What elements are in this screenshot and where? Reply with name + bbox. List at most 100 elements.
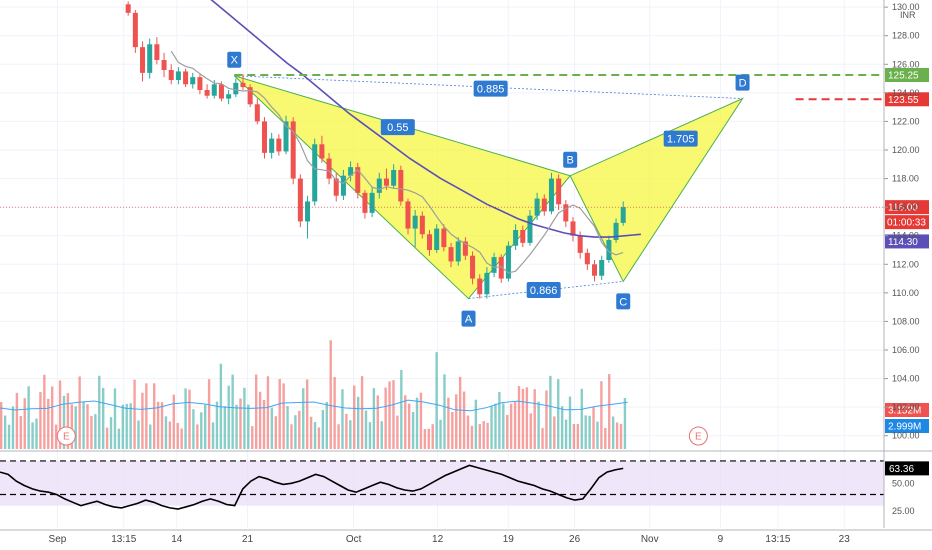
candle-body <box>333 178 339 196</box>
price-tick-label: 100.00 <box>892 431 920 441</box>
candle-body <box>204 90 210 96</box>
x-tick-label: Nov <box>641 534 659 545</box>
volume-bar <box>619 423 623 449</box>
volume-bar <box>368 422 372 449</box>
ma-short-line <box>170 50 624 274</box>
volume-bar <box>164 416 168 449</box>
volume-bar <box>266 376 270 449</box>
volume-tag-a <box>885 403 929 417</box>
candle-body <box>477 278 483 295</box>
pattern-point-badge <box>616 293 631 310</box>
volume-bar <box>396 415 399 449</box>
volume-bar <box>82 401 85 449</box>
pattern-point-label: C <box>619 296 627 308</box>
candle-body <box>154 44 160 60</box>
candle-body <box>132 12 138 48</box>
volume-bar <box>23 398 26 449</box>
volume-bar <box>498 392 501 449</box>
volume-bar <box>521 388 525 449</box>
volume-bar <box>149 424 152 449</box>
volume-bar <box>580 388 583 449</box>
volume-bar <box>545 390 548 449</box>
volume-bar <box>474 399 478 449</box>
volume-bar <box>356 396 360 449</box>
volume-bar <box>623 397 627 449</box>
volume-bar <box>137 420 140 449</box>
volume-bar <box>78 376 81 449</box>
rsi-pane: 25.00 50.00 63.36 <box>0 460 929 516</box>
volume-bar <box>117 428 121 449</box>
volume-bar <box>466 415 470 449</box>
volume-bar <box>156 401 160 449</box>
volume-bar <box>243 387 246 449</box>
volume-bar <box>317 427 321 449</box>
volume-bar <box>54 424 58 449</box>
volume-bar <box>3 415 7 449</box>
candle-body <box>140 47 146 73</box>
candle-body <box>247 87 253 105</box>
volume-bar <box>50 386 54 449</box>
ma-long-line <box>210 0 641 238</box>
volume-bar <box>615 422 619 449</box>
rsi-band <box>0 460 884 506</box>
volume-bar <box>349 420 352 449</box>
volume-bar <box>86 404 89 449</box>
volume-bar <box>451 411 454 449</box>
candle-body <box>233 82 239 95</box>
candle-body <box>584 252 590 265</box>
pattern-point-label: A <box>465 314 473 326</box>
volume-bar <box>553 416 556 449</box>
candle-body <box>190 77 196 85</box>
candle-body <box>520 230 526 243</box>
volume-bar <box>302 388 305 449</box>
candle-body <box>570 221 576 236</box>
volume-ma-line <box>0 399 628 412</box>
candle-body <box>348 167 354 176</box>
volume-bar <box>486 422 489 449</box>
candle-body <box>312 144 318 202</box>
candle-body <box>161 60 167 70</box>
volume-bar <box>407 403 411 449</box>
volume-bar <box>576 424 580 449</box>
volume-bar <box>184 388 187 449</box>
harmonic-pattern[interactable] <box>233 75 744 300</box>
countdown-tag <box>885 215 929 230</box>
volume-bar <box>274 416 277 449</box>
volume-bar <box>305 379 309 449</box>
candle-body <box>261 121 268 153</box>
volume-bar <box>35 418 38 449</box>
volume-bar <box>608 374 611 449</box>
volume-bar <box>360 376 364 449</box>
volume-bar <box>423 428 427 449</box>
x-tick-label: 19 <box>503 534 515 545</box>
volume-bar <box>11 406 15 449</box>
volume-bar <box>431 424 434 449</box>
volume-bar <box>109 417 113 449</box>
ma-value-label: 114.30 <box>888 237 918 248</box>
currency-label: INR <box>900 10 916 20</box>
candle-body <box>168 70 174 80</box>
candle-body <box>240 82 246 88</box>
volume-bar <box>0 402 3 449</box>
volume-bar <box>62 395 66 449</box>
candle-body <box>527 215 533 243</box>
volume-bar <box>47 398 50 449</box>
candle-body <box>498 257 504 279</box>
volume-bar <box>600 381 603 449</box>
candle-body <box>276 138 282 152</box>
last-price-label: 116.00 <box>888 203 918 214</box>
price-tick-label: 102.00 <box>892 402 920 412</box>
candle-body <box>290 121 296 179</box>
last-price-tag <box>885 200 929 215</box>
x-tick-label: Sep <box>49 534 67 545</box>
candle-body <box>505 245 511 279</box>
pattern-point-label: D <box>739 78 747 90</box>
ratio-label: 0.55 <box>387 122 408 134</box>
volume-bar <box>200 412 203 449</box>
candle-body <box>326 158 332 179</box>
volume-bar <box>125 403 128 449</box>
volume-bar <box>517 386 521 449</box>
volume-bar <box>227 385 230 449</box>
